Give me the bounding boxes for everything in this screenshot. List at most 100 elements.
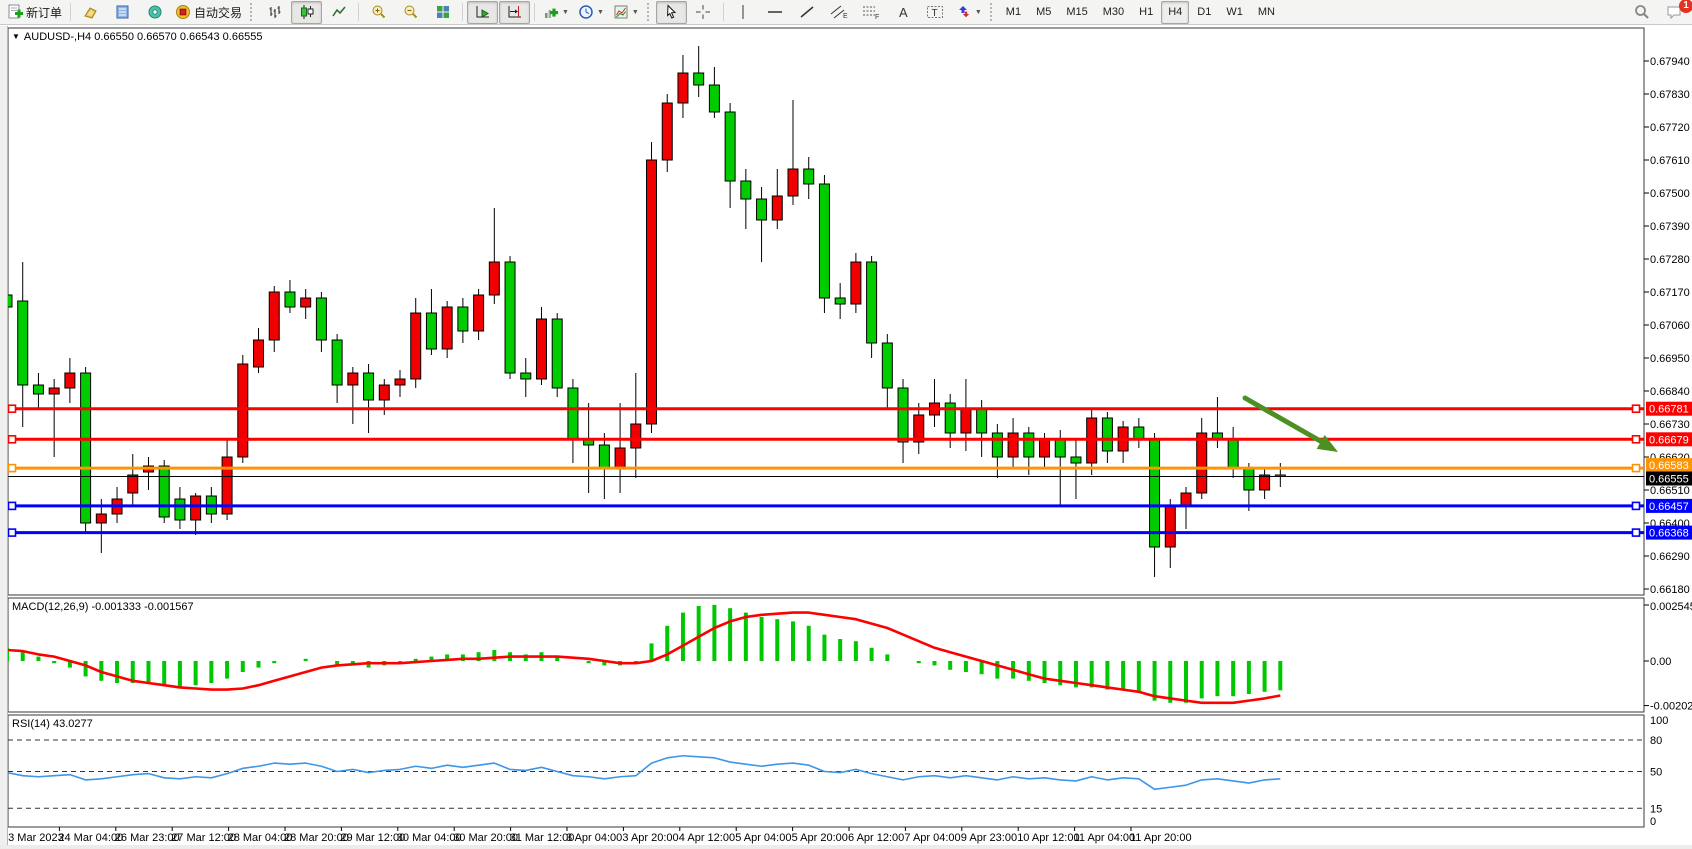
chart-shift-button[interactable] bbox=[499, 0, 531, 24]
fibonacci-icon: F bbox=[863, 6, 880, 20]
macd-bar bbox=[115, 661, 120, 683]
equidistant-channel-icon: E bbox=[831, 5, 848, 20]
toolbar-handle[interactable] bbox=[250, 3, 255, 21]
crosshair-button[interactable] bbox=[688, 1, 719, 24]
symbol-timeframe-text: AUDUSD-,H4 bbox=[23, 31, 92, 43]
candle-down bbox=[520, 372, 532, 380]
svg-text:A: A bbox=[899, 5, 908, 20]
svg-text:11 Apr 20:00: 11 Apr 20:00 bbox=[1130, 832, 1192, 844]
fibonacci-button[interactable]: F bbox=[856, 1, 887, 24]
new-order-button[interactable]: 新订单 bbox=[3, 1, 66, 24]
rsi-axis-label: 0 bbox=[1650, 816, 1656, 828]
candle-up bbox=[253, 339, 265, 368]
candle-down bbox=[504, 261, 516, 374]
svg-text:9 Apr 23:00: 9 Apr 23:00 bbox=[961, 832, 1017, 844]
tile-windows-button[interactable] bbox=[427, 1, 458, 24]
price-axis[interactable]: 0.67940 0.67830 0.67720 0.67610 0.67500 0.673… bbox=[1644, 56, 1690, 596]
template-icon bbox=[614, 5, 628, 19]
candle-up bbox=[300, 297, 312, 308]
timeframe-m5[interactable]: M5 bbox=[1036, 5, 1052, 18]
timeframe-m30[interactable]: M30 bbox=[1102, 5, 1125, 18]
trendline-button[interactable] bbox=[792, 1, 823, 24]
timeframe-w1[interactable]: W1 bbox=[1226, 5, 1243, 18]
candle-up bbox=[64, 372, 76, 389]
text-button[interactable]: A bbox=[888, 1, 919, 24]
candle-down bbox=[331, 339, 343, 386]
svg-text:0.66840: 0.66840 bbox=[1650, 386, 1690, 398]
toolbar-handle[interactable] bbox=[646, 3, 652, 21]
notification-badge: 1 bbox=[1679, 0, 1692, 13]
candle-up bbox=[473, 294, 485, 332]
separator bbox=[722, 3, 724, 21]
rsi-indicator-label: RSI(14) 43.0277 bbox=[12, 718, 93, 730]
timeframe-m1[interactable]: M1 bbox=[1005, 5, 1022, 18]
candle-up bbox=[1196, 432, 1208, 494]
candle-down bbox=[834, 297, 846, 305]
candle-down bbox=[32, 384, 44, 395]
macd-bar bbox=[67, 661, 72, 668]
svg-text:11 Apr 04:00: 11 Apr 04:00 bbox=[1074, 832, 1136, 844]
timeframe-mn[interactable]: MN bbox=[1257, 5, 1275, 18]
window-left-edge bbox=[0, 26, 8, 845]
candle-up bbox=[378, 384, 390, 401]
zoom-in-button[interactable] bbox=[363, 1, 394, 24]
timeframe-m15[interactable]: M15 bbox=[1066, 5, 1088, 18]
periods-button[interactable]: ▼ bbox=[574, 1, 608, 24]
toolbar-handle[interactable] bbox=[989, 3, 995, 21]
channel-button[interactable]: E bbox=[824, 1, 855, 24]
arrows-button[interactable]: ▼ bbox=[952, 1, 986, 24]
new-order-label: 新订单 bbox=[26, 5, 63, 20]
quotes-button[interactable] bbox=[75, 1, 106, 24]
candle-down bbox=[803, 168, 815, 185]
candle-down bbox=[425, 312, 437, 350]
candle-down bbox=[1023, 432, 1035, 458]
svg-text:5 Apr 04:00: 5 Apr 04:00 bbox=[735, 832, 791, 844]
signal-button[interactable] bbox=[139, 1, 170, 24]
macd-bar bbox=[1184, 661, 1188, 703]
line-handle bbox=[1631, 434, 1641, 444]
text-label-button[interactable]: T bbox=[920, 1, 951, 24]
templates-button[interactable]: ▼ bbox=[609, 1, 643, 24]
data-window-button[interactable] bbox=[107, 1, 138, 24]
chevron-down-icon[interactable]: ▼ bbox=[12, 32, 20, 41]
timeframe-h1[interactable]: H1 bbox=[1139, 5, 1154, 18]
macd-bar bbox=[177, 661, 182, 688]
line-handle bbox=[7, 463, 17, 473]
svg-text:0.67060: 0.67060 bbox=[1650, 320, 1690, 332]
svg-text:0.67610: 0.67610 bbox=[1650, 155, 1690, 167]
timeframe-h4[interactable]: H4 bbox=[1161, 0, 1190, 24]
horizontal-line-button[interactable] bbox=[760, 1, 791, 24]
chart-symbol-label[interactable]: ▼ AUDUSD-,H4 0.66550 0.66570 0.66543 0.66… bbox=[12, 31, 262, 43]
macd-bar bbox=[885, 654, 890, 661]
vertical-line-button[interactable] bbox=[728, 1, 759, 24]
cursor-button[interactable] bbox=[655, 0, 687, 24]
macd-bar bbox=[1026, 661, 1031, 681]
auto-trading-label: 自动交易 bbox=[194, 5, 243, 20]
line-handle bbox=[7, 501, 17, 511]
macd-bar bbox=[225, 661, 230, 679]
rsi-axis-label: 15 bbox=[1650, 803, 1662, 815]
auto-scroll-button[interactable] bbox=[467, 0, 499, 24]
indicators-button[interactable]: ▼ bbox=[539, 1, 573, 24]
bar-chart-button[interactable] bbox=[259, 1, 290, 24]
line-chart-button[interactable] bbox=[323, 1, 354, 24]
candlestick-chart-button[interactable] bbox=[291, 0, 323, 24]
notifications-button[interactable]: 1 bbox=[1658, 0, 1692, 24]
candle-up bbox=[1164, 504, 1176, 548]
candle-down bbox=[457, 306, 469, 332]
ohlc-text: 0.66550 0.66570 0.66543 0.66555 bbox=[94, 31, 263, 43]
candle-up bbox=[960, 408, 972, 434]
timeframe-d1[interactable]: D1 bbox=[1197, 5, 1212, 18]
chart-shift-icon bbox=[508, 6, 521, 18]
macd-bar bbox=[586, 661, 591, 664]
zoom-out-button[interactable] bbox=[395, 1, 426, 24]
svg-text:0.66510: 0.66510 bbox=[1650, 485, 1690, 497]
candle-down bbox=[174, 498, 186, 521]
separator bbox=[534, 3, 536, 21]
macd-bar bbox=[476, 652, 481, 661]
candle-down bbox=[158, 465, 170, 518]
search-button[interactable] bbox=[1626, 1, 1657, 24]
auto-trading-button[interactable]: 自动交易 bbox=[171, 1, 246, 24]
